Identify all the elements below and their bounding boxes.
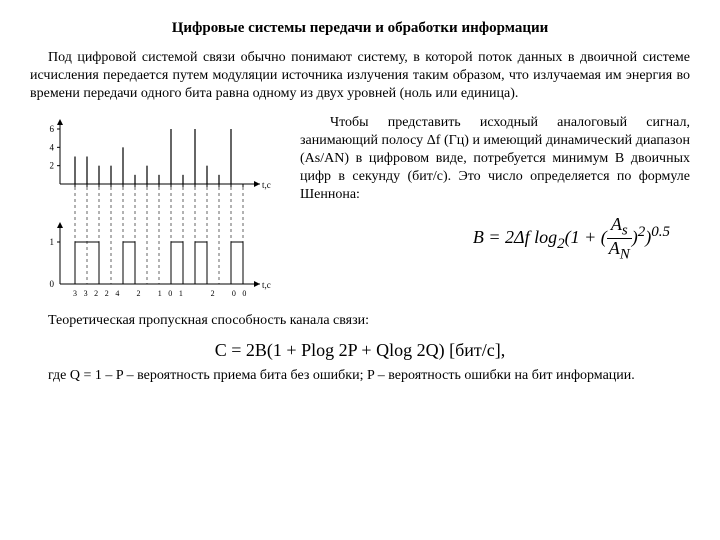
svg-text:3: 3	[84, 289, 88, 298]
svg-text:2: 2	[211, 289, 215, 298]
page-title: Цифровые системы передачи и обработки ин…	[30, 20, 690, 37]
chart-column: 642t,c10332242101200t,c	[30, 114, 280, 304]
svg-text:2: 2	[105, 289, 109, 298]
svg-text:0: 0	[168, 289, 172, 298]
capacity-formula: C = 2B(1 + Plog 2P + Qlog 2Q) [бит/c],	[30, 340, 690, 361]
svg-text:2: 2	[50, 160, 55, 170]
svg-text:1: 1	[179, 289, 183, 298]
footnote-paragraph: где Q = 1 – P – вероятность приема бита …	[30, 367, 690, 385]
svg-text:0: 0	[50, 279, 55, 289]
figure-row: 642t,c10332242101200t,c Чтобы представит…	[30, 114, 690, 304]
side-text-column: Чтобы представить исходный аналоговый си…	[300, 114, 690, 304]
svg-text:2: 2	[94, 289, 98, 298]
svg-text:6: 6	[50, 124, 55, 134]
signal-chart: 642t,c10332242101200t,c	[30, 114, 280, 304]
svg-text:4: 4	[115, 289, 119, 298]
svg-text:1: 1	[158, 289, 162, 298]
svg-text:2: 2	[137, 289, 141, 298]
side-paragraph: Чтобы представить исходный аналоговый си…	[300, 114, 690, 205]
shannon-formula: B = 2Δf log2(1 + (AsAN)2)0.5	[300, 215, 670, 263]
intro-paragraph: Под цифровой системой связи обычно поним…	[30, 49, 690, 104]
svg-text:t,c: t,c	[262, 280, 271, 290]
svg-text:4: 4	[50, 142, 55, 152]
svg-text:0: 0	[242, 289, 246, 298]
svg-text:0: 0	[232, 289, 236, 298]
svg-text:1: 1	[50, 237, 55, 247]
svg-text:t,c: t,c	[262, 180, 271, 190]
capacity-label: Теоретическая пропускная способность кан…	[30, 312, 690, 330]
svg-text:3: 3	[73, 289, 77, 298]
